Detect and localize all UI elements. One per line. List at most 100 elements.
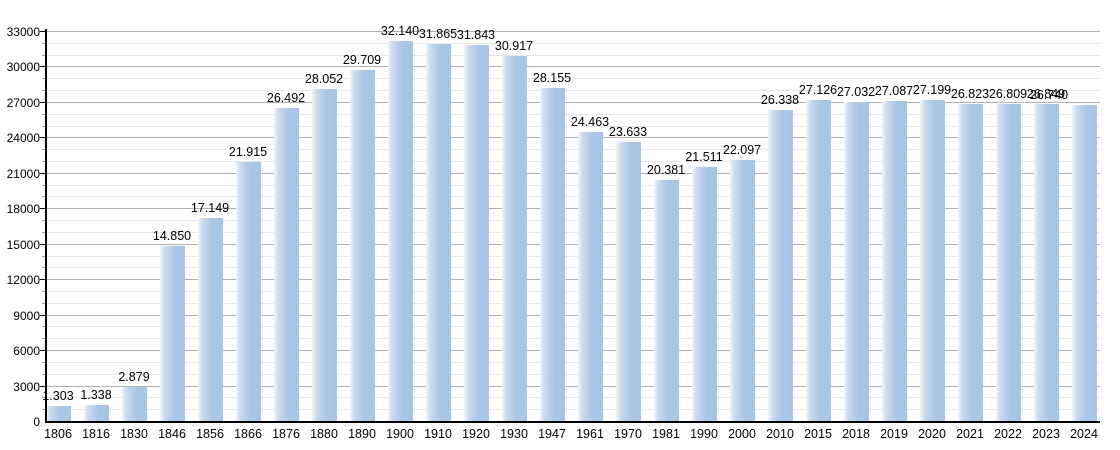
bar-value-label: 22.097: [722, 143, 762, 157]
y-axis-tick: [42, 267, 45, 268]
y-tick-label: 12000: [6, 273, 40, 287]
bar-value-label: 23.633: [608, 125, 648, 139]
bar-2019: [882, 101, 907, 421]
y-tick-label: 21000: [6, 167, 40, 181]
y-axis-tick: [40, 31, 45, 32]
y-tick-label: 3000: [13, 380, 40, 394]
x-tick-label: 1947: [538, 427, 566, 441]
y-axis-tick: [42, 303, 45, 304]
bar-2015: [806, 100, 831, 421]
x-tick-label: 2015: [804, 427, 832, 441]
bar-value-label: 28.155: [532, 71, 572, 85]
bar-value-label: 2.879: [118, 370, 150, 384]
gridline-minor: [46, 55, 1100, 56]
x-tick-label: 2000: [728, 427, 756, 441]
bar-1816: [84, 405, 109, 421]
x-tick-label: 1806: [44, 427, 72, 441]
y-axis-tick: [40, 315, 45, 316]
y-axis-tick: [42, 291, 45, 292]
y-axis-tick: [42, 114, 45, 115]
x-tick-label: 1876: [272, 427, 300, 441]
bar-value-label: 1.338: [80, 388, 112, 402]
y-axis-tick: [42, 161, 45, 162]
x-tick-label: 2020: [918, 427, 946, 441]
gridline-minor: [46, 43, 1100, 44]
y-axis-tick: [40, 173, 45, 174]
x-tick-label: 1830: [120, 427, 148, 441]
y-axis-tick: [42, 185, 45, 186]
bar-1910: [426, 44, 451, 421]
x-tick-label: 1910: [424, 427, 452, 441]
bar-1990: [692, 167, 717, 421]
x-tick-label: 1880: [310, 427, 338, 441]
y-axis-tick: [42, 149, 45, 150]
y-axis-tick: [40, 208, 45, 209]
y-axis-tick: [42, 374, 45, 375]
bar-1880: [312, 89, 337, 421]
x-tick-label: 1900: [386, 427, 414, 441]
bar-1876: [274, 108, 299, 421]
x-axis-line: [45, 421, 1100, 423]
bar-1961: [578, 132, 603, 421]
bar-2021: [958, 104, 983, 421]
bar-value-label: 28.052: [304, 72, 344, 86]
gridline-major: [46, 31, 1100, 32]
bar-1947: [540, 88, 565, 421]
bar-value-label: 31.843: [456, 28, 496, 42]
bar-value-label: 27.199: [912, 83, 952, 97]
x-tick-label: 1920: [462, 427, 490, 441]
bar-2000: [730, 160, 755, 421]
bar-value-label: 26.492: [266, 91, 306, 105]
y-axis-tick: [42, 220, 45, 221]
bar-1830: [122, 387, 147, 421]
x-tick-label: 1970: [614, 427, 642, 441]
y-axis-tick: [40, 102, 45, 103]
bar-value-label: 26.338: [760, 93, 800, 107]
bar-value-label: 21.915: [228, 145, 268, 159]
y-axis-line: [45, 29, 47, 423]
y-axis-tick: [42, 90, 45, 91]
bar-value-label: 32.140: [380, 24, 420, 38]
y-tick-label: 0: [33, 415, 40, 429]
bar-value-label: 24.463: [570, 115, 610, 129]
x-tick-label: 2022: [994, 427, 1022, 441]
y-axis-tick: [42, 362, 45, 363]
gridline-major: [46, 66, 1100, 67]
bar-2024: [1072, 105, 1097, 421]
bar-value-label: 26.849: [1026, 87, 1066, 101]
bar-value-label: 21.511: [685, 150, 723, 164]
x-tick-label: 2021: [956, 427, 984, 441]
bar-1890: [350, 70, 375, 421]
x-tick-label: 1866: [234, 427, 262, 441]
x-tick-label: 1816: [82, 427, 110, 441]
bar-value-label: 27.032: [836, 85, 876, 99]
bar-value-label: 29.709: [342, 53, 382, 67]
bar-1970: [616, 142, 641, 421]
bar-value-label: 26.809: [988, 87, 1028, 101]
y-tick-label: 15000: [6, 238, 40, 252]
x-tick-label: 2019: [880, 427, 908, 441]
bar-value-label: 26.823: [950, 87, 990, 101]
bar-value-label: 14.850: [152, 229, 192, 243]
x-tick-label: 1930: [500, 427, 528, 441]
bar-1806: [46, 406, 71, 421]
bar-value-label: 27.087: [874, 84, 914, 98]
bar-1920: [464, 45, 489, 421]
x-tick-label: 1856: [196, 427, 224, 441]
x-tick-label: 1961: [576, 427, 604, 441]
bar-value-label: 17.149: [190, 201, 230, 215]
y-axis-tick: [40, 66, 45, 67]
y-axis-tick: [40, 279, 45, 280]
bar-value-label: 1.303: [42, 389, 74, 403]
x-tick-label: 2024: [1070, 427, 1098, 441]
y-axis-tick: [42, 78, 45, 79]
bar-2023: [1034, 104, 1059, 421]
y-tick-label: 24000: [6, 131, 40, 145]
bar-1930: [502, 56, 527, 421]
bar-value-label: 30.917: [494, 39, 534, 53]
bar-value-label: 20.381: [646, 163, 686, 177]
x-tick-label: 1846: [158, 427, 186, 441]
x-tick-label: 1990: [690, 427, 718, 441]
bar-2022: [996, 104, 1021, 421]
